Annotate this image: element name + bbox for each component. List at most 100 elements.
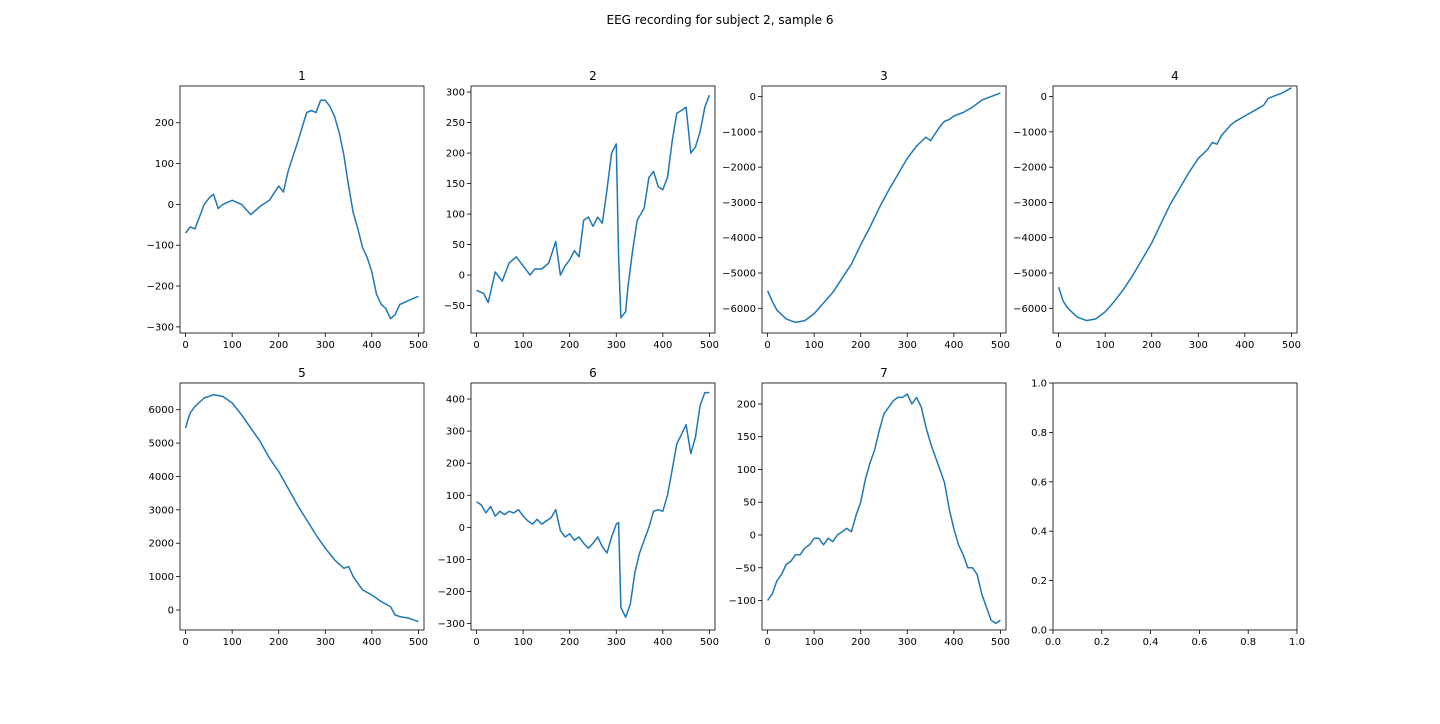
y-tick-label: 0	[168, 200, 174, 211]
y-tick-label: 300	[446, 427, 465, 438]
subplot-title: 2	[589, 69, 597, 83]
y-tick-label: 200	[446, 149, 465, 160]
y-tick-label: −100	[438, 555, 465, 566]
x-tick-label: 0.6	[1191, 637, 1207, 648]
subplot-title: 6	[589, 366, 597, 380]
y-tick-label: 50	[452, 240, 465, 251]
axes-frame	[1052, 85, 1298, 334]
y-tick-label: −300	[438, 619, 465, 630]
y-tick-label: −4000	[1013, 233, 1047, 244]
x-tick-label: 400	[362, 637, 381, 648]
subplot-7: 7 0 100 200 300 400 500 −100 −50 0 50 100 150 200	[729, 366, 1010, 648]
y-tick-label: 100	[155, 159, 174, 170]
y-tick-label: −50	[444, 301, 465, 312]
y-tick-label: −3000	[722, 198, 756, 209]
y-tick-label: 0.4	[1031, 527, 1047, 538]
y-tick-label: 5000	[149, 439, 174, 450]
subplot-title: 3	[880, 69, 888, 83]
subplot-1: 1 0 100 200 300 400 500 −300 −200 −100 0 100 200	[147, 69, 428, 351]
series-line	[1057, 87, 1292, 322]
x-tick-label: 0.2	[1094, 637, 1110, 648]
y-tick-label: −2000	[1013, 163, 1047, 174]
x-tick-label: 0	[764, 637, 770, 648]
series-line	[185, 99, 419, 320]
series-line	[184, 393, 419, 623]
series-line	[766, 92, 1001, 324]
y-tick-label: 0	[459, 271, 465, 282]
subplot-title: 5	[298, 366, 306, 380]
x-tick-label: 100	[805, 637, 824, 648]
series-line	[766, 393, 1001, 625]
y-tick-label: 0	[168, 605, 174, 616]
y-tick-label: 1000	[149, 572, 174, 583]
y-tick-label: 200	[446, 459, 465, 470]
subplot-title: 4	[1171, 69, 1179, 83]
y-tick-label: −50	[735, 563, 756, 574]
x-tick-label: 200	[1142, 340, 1161, 351]
x-tick-label: 500	[1282, 340, 1301, 351]
y-tick-label: 400	[446, 395, 465, 406]
subplot-2: 2 0 100 200 300 400 500 −50 0 50 100 150 200 250 300	[444, 69, 719, 351]
subplot-4: 4 0 100 200 300 400 500 −6000 −5000 −4000 −3000 −20…	[1013, 69, 1301, 351]
y-tick-label: −300	[147, 322, 174, 333]
x-tick-label: 0	[764, 340, 770, 351]
y-tick-label: 100	[737, 465, 756, 476]
x-tick-label: 300	[898, 637, 917, 648]
y-tick-label: 3000	[149, 505, 174, 516]
subplot-5: 50 100 200 300 400 50001000200030004000500060…	[149, 366, 428, 648]
y-tick-label: −100	[147, 241, 174, 252]
y-tick-label: −6000	[722, 304, 756, 315]
y-tick-label: −5000	[722, 269, 756, 280]
subplot-8: 0.0 0.2 0.4 0.6 0.8 1.0 0.0 0.2 0.4 0.6 0.8 1.0	[1031, 379, 1305, 649]
axes-frame	[761, 85, 1007, 334]
x-tick-label: 500	[409, 340, 428, 351]
x-tick-label: 500	[991, 340, 1010, 351]
x-tick-label: 1.0	[1289, 637, 1305, 648]
y-tick-label: 300	[446, 88, 465, 99]
x-tick-label: 100	[1096, 340, 1115, 351]
x-tick-label: 400	[1235, 340, 1254, 351]
x-tick-label: 0.0	[1045, 637, 1061, 648]
axes-frame	[470, 382, 716, 631]
y-tick-label: −3000	[1013, 198, 1047, 209]
x-tick-label: 400	[944, 637, 963, 648]
y-tick-label: 2000	[149, 539, 174, 550]
y-tick-label: 6000	[149, 405, 174, 416]
axes-frame	[179, 382, 425, 631]
x-tick-label: 200	[560, 340, 579, 351]
y-tick-label: 0.0	[1031, 626, 1047, 637]
y-tick-label: −4000	[722, 233, 756, 244]
x-tick-label: 0.8	[1240, 637, 1256, 648]
y-tick-label: 4000	[149, 472, 174, 483]
axes-frame	[761, 382, 1007, 631]
x-tick-label: 0.4	[1143, 637, 1159, 648]
x-tick-label: 0	[473, 637, 479, 648]
y-tick-label: 0	[750, 92, 756, 103]
y-tick-label: 200	[155, 118, 174, 129]
y-tick-label: −200	[147, 282, 174, 293]
y-tick-label: 100	[446, 210, 465, 221]
y-tick-label: 0.2	[1031, 576, 1047, 587]
x-tick-label: 500	[991, 637, 1010, 648]
x-tick-label: 400	[653, 637, 672, 648]
y-tick-label: 150	[737, 432, 756, 443]
x-tick-label: 0	[1055, 340, 1061, 351]
y-tick-label: 0.6	[1031, 477, 1047, 488]
x-tick-label: 300	[1189, 340, 1208, 351]
axes-frame	[1052, 382, 1298, 631]
x-tick-label: 500	[700, 340, 719, 351]
series-line	[476, 94, 711, 319]
y-tick-label: 0	[459, 523, 465, 534]
y-tick-label: 0	[750, 531, 756, 542]
y-tick-label: 200	[737, 399, 756, 410]
subplot-3: 3 0 100 200 300 400 500 −6000 −5000 −4000 −3000 −20…	[722, 69, 1010, 351]
x-tick-label: 100	[514, 637, 533, 648]
x-tick-label: 200	[269, 340, 288, 351]
y-tick-label: −1000	[722, 127, 756, 138]
x-tick-label: 0	[182, 340, 188, 351]
x-tick-label: 300	[898, 340, 917, 351]
x-tick-label: 0	[473, 340, 479, 351]
y-tick-label: −200	[438, 587, 465, 598]
